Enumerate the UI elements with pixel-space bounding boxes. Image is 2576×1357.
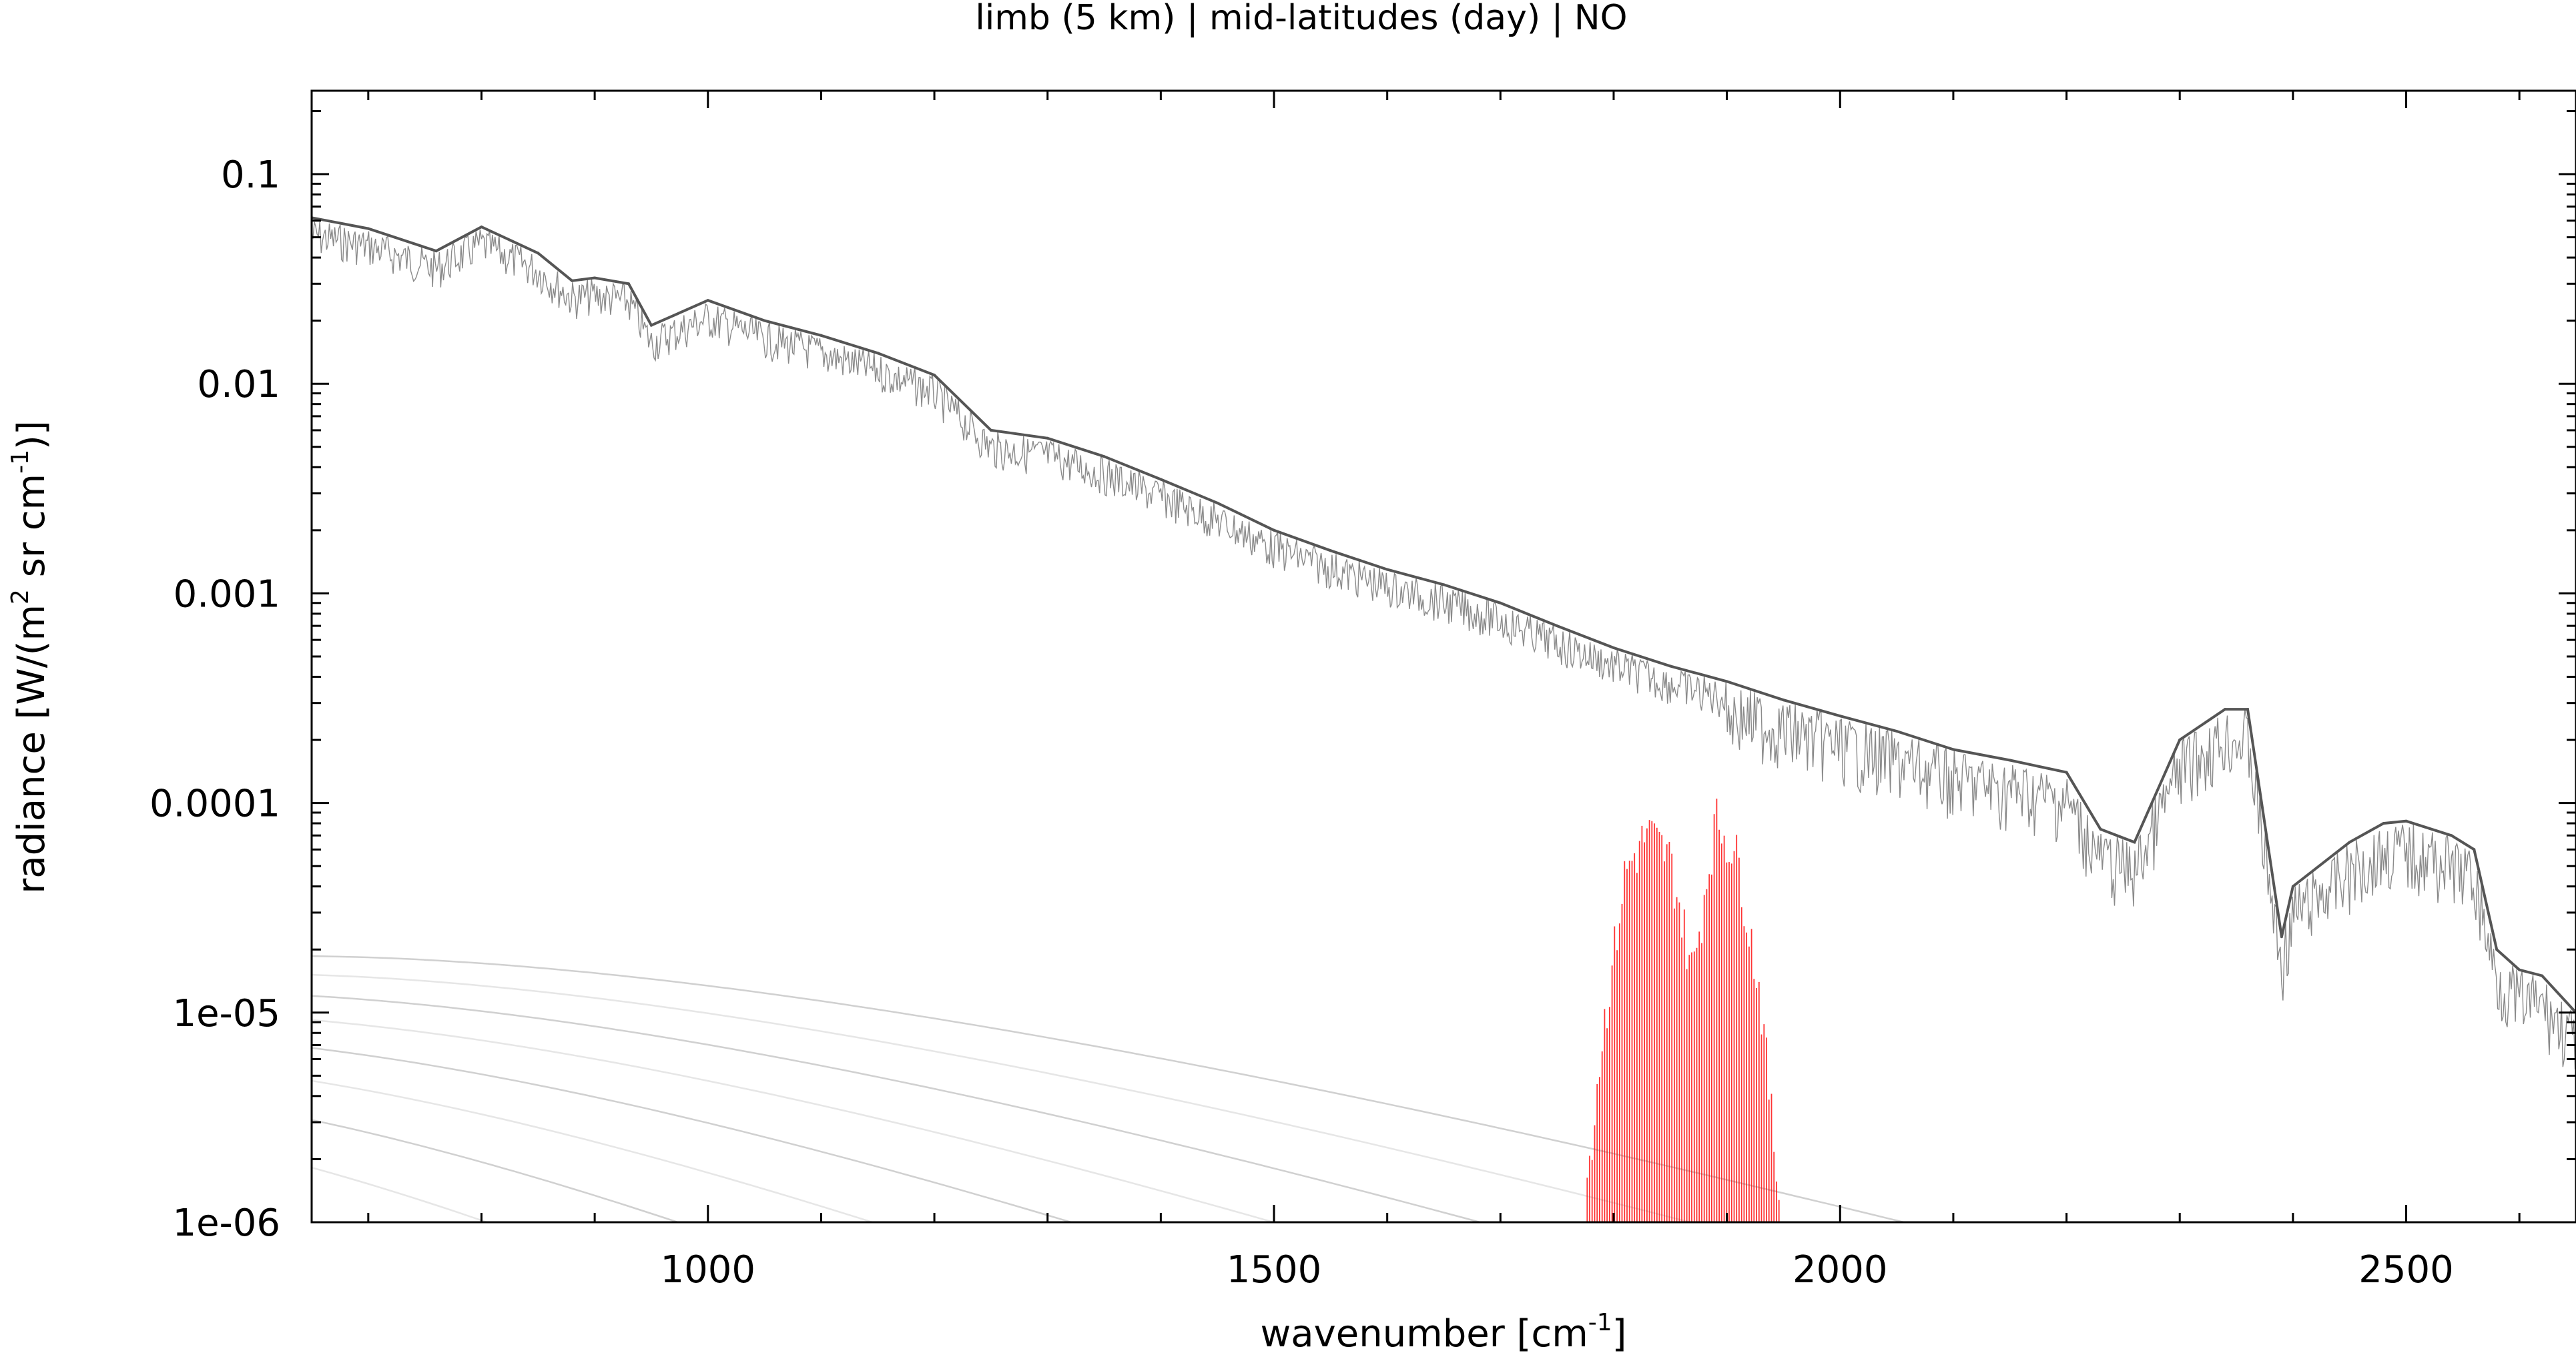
total-spectrum-point [2099, 827, 2102, 831]
reference-curve-180K [312, 1166, 490, 1222]
reference-curve-220K [312, 1079, 876, 1222]
reference-curve-200K [312, 1119, 681, 1222]
y-tick-label: 0.01 [197, 363, 280, 406]
total-spectrum-point [1442, 583, 1445, 586]
total-spectrum-point [820, 334, 823, 337]
x-tick-label: 2500 [2358, 1248, 2454, 1292]
total-spectrum-lines [312, 221, 2576, 1069]
no-spectrum-series [1586, 799, 1780, 1222]
total-spectrum-point [627, 282, 630, 286]
total-spectrum-point [593, 276, 597, 280]
x-axis: 1000 1500 2000 2500 [367, 91, 2521, 1292]
total-spectrum-line [312, 216, 2576, 1014]
y-axis: 0.1 0.01 0.001 0.0001 1e-05 1e-06 [149, 109, 2576, 1245]
total-spectrum-point [2495, 948, 2499, 951]
total-spectrum-point [2450, 834, 2453, 837]
chart-title: limb (5 km) | mid-latitudes (day) | NO [975, 0, 1627, 38]
total-spectrum-point [366, 227, 370, 230]
total-spectrum-point [933, 374, 936, 377]
total-spectrum-point [2133, 841, 2136, 844]
y-axis-label: radiance [W/(m2 sr cm-1)] [7, 420, 53, 893]
total-spectrum-point [2291, 885, 2294, 888]
total-spectrum-point [1612, 646, 1615, 649]
total-spectrum-point [2541, 974, 2544, 977]
total-spectrum-point [537, 252, 540, 255]
total-spectrum-point [1329, 549, 1332, 552]
total-spectrum-point [876, 352, 880, 355]
reference-curve-240K [312, 1047, 1074, 1222]
x-tick-label: 1500 [1227, 1248, 1322, 1292]
total-spectrum-point [989, 428, 992, 432]
total-spectrum-point [1046, 436, 1049, 440]
y-tick-label: 0.001 [174, 572, 280, 616]
y-tick-label: 1e-06 [172, 1202, 280, 1245]
total-spectrum-point [1159, 478, 1163, 481]
total-spectrum-point [480, 225, 483, 229]
total-spectrum-point [2224, 708, 2227, 711]
total-spectrum-point [2473, 848, 2476, 851]
total-spectrum-point [2178, 739, 2182, 741]
total-spectrum-point [1895, 730, 1899, 733]
reference-curve-300K [312, 973, 1694, 1222]
total-spectrum-point [1668, 664, 1672, 668]
reference-curve-260K [312, 1019, 1277, 1222]
y-tick-label: 1e-05 [172, 992, 280, 1035]
total-spectrum-point [2348, 841, 2351, 844]
total-spectrum-point [1499, 601, 1502, 604]
total-spectrum-point [1385, 568, 1389, 571]
x-tick-label: 1000 [661, 1248, 756, 1292]
plot-frame [310, 89, 2576, 1224]
x-axis-label: wavenumber [cm-1] [1260, 1309, 1626, 1356]
total-spectrum-point [2246, 708, 2249, 711]
total-spectrum-point [2008, 759, 2011, 762]
y-tick-label: 0.0001 [149, 783, 280, 826]
total-spectrum-point [571, 279, 574, 282]
total-spectrum-point [1273, 528, 1275, 532]
reference-curve-160K [312, 1227, 2576, 1256]
total-spectrum-point [2518, 968, 2521, 971]
total-spectrum-point [1556, 624, 1559, 628]
total-spectrum-point [1782, 699, 1785, 702]
total-spectrum-point [1725, 680, 1728, 683]
total-spectrum-point [763, 319, 766, 322]
total-spectrum-point [1102, 455, 1106, 458]
total-spectrum-point [1951, 748, 1955, 751]
reference-curves [312, 955, 2576, 1256]
total-spectrum-point [2280, 935, 2283, 939]
y-tick-label: 0.1 [221, 153, 280, 197]
total-spectrum-point [1839, 715, 1842, 718]
total-spectrum-point [706, 299, 709, 302]
total-spectrum-point [650, 324, 653, 327]
reference-curve-320K [312, 955, 1908, 1222]
total-spectrum-point [434, 250, 438, 253]
total-spectrum-series [312, 216, 2576, 1069]
total-spectrum-point [2404, 819, 2408, 823]
total-spectrum-point [1216, 501, 1219, 504]
total-spectrum-point [2065, 771, 2068, 774]
reference-curve-280K [312, 995, 1484, 1222]
x-tick-label: 2000 [1793, 1248, 1888, 1292]
total-spectrum-point [2382, 822, 2385, 825]
